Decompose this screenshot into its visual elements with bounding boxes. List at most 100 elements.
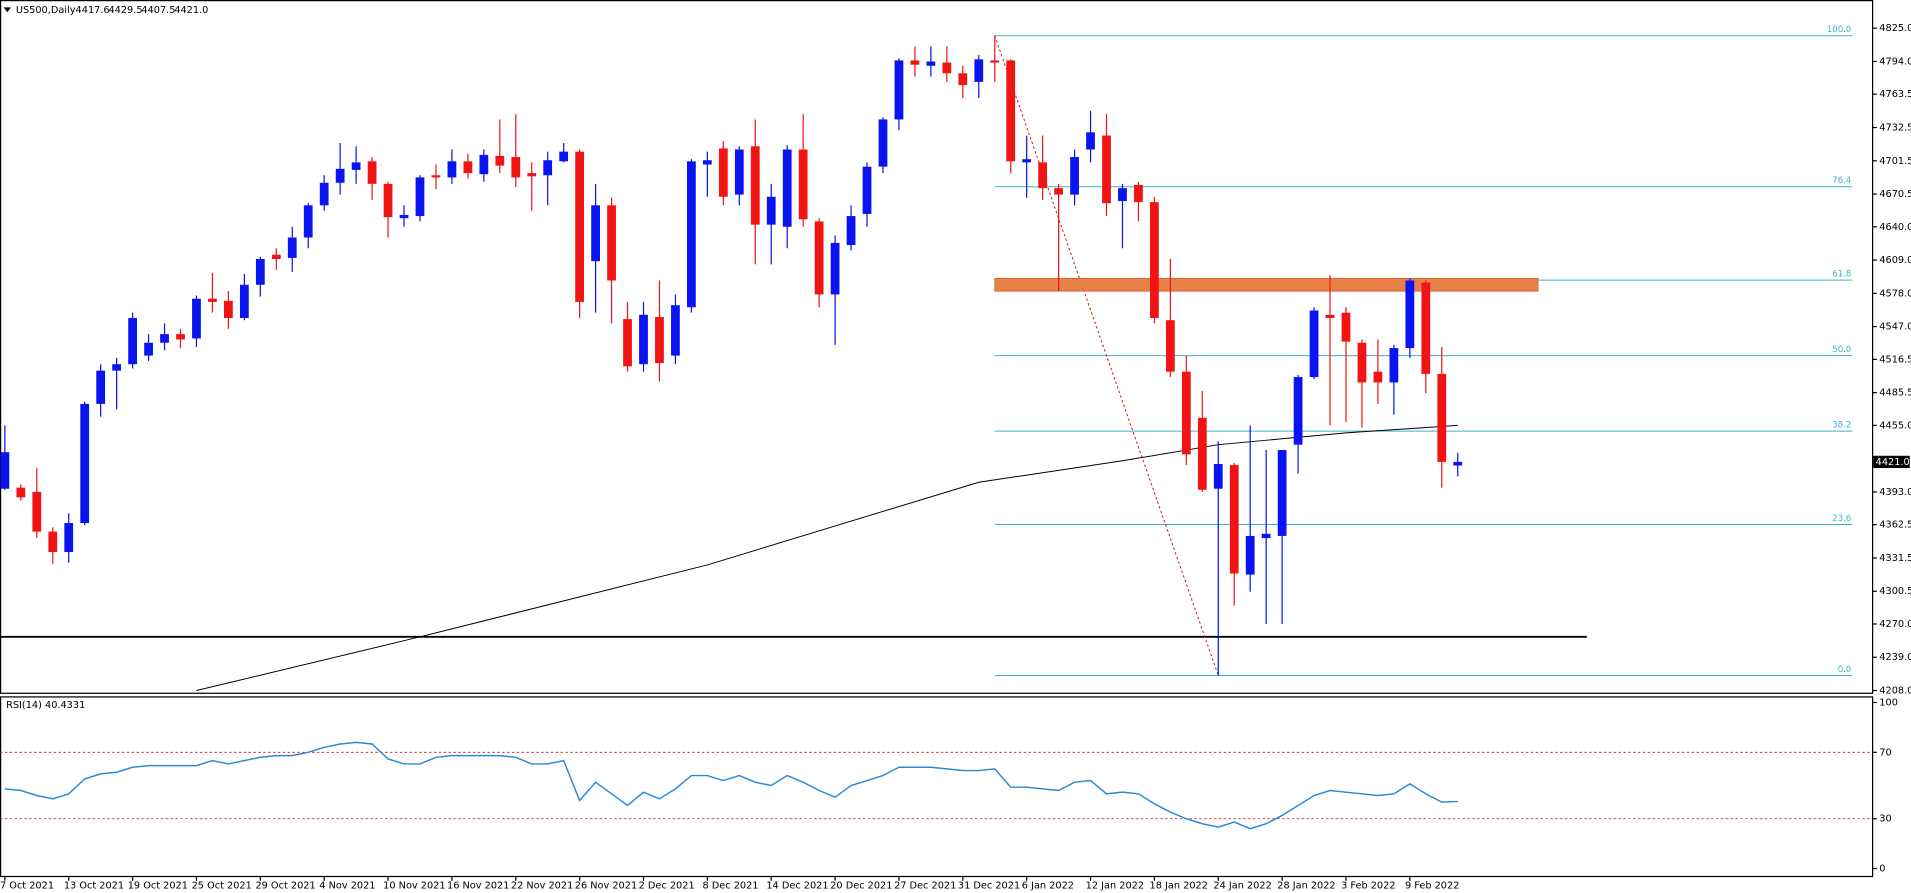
x-tick-label: 24 Jan 2022 [1213, 881, 1271, 892]
y-tick-label: 4208.0 [1879, 686, 1911, 697]
candle-body [335, 168, 345, 183]
x-tick-label: 9 Feb 2022 [1405, 881, 1459, 892]
candle-body [128, 318, 137, 365]
candle-body [48, 531, 58, 553]
x-tick-label: 20 Dec 2021 [830, 881, 892, 892]
candle-body [814, 221, 824, 295]
candle-body [527, 173, 537, 177]
candle-body [96, 370, 106, 404]
fib-label: 100.0 [1827, 25, 1851, 35]
x-tick-label: 16 Nov 2021 [447, 881, 509, 892]
candle-body [112, 364, 122, 371]
y-tick-label: 4701.5 [1879, 156, 1911, 167]
candle-body [846, 216, 856, 246]
y-tick-label: 4270.0 [1879, 619, 1911, 630]
y-tick-label: 4640.0 [1879, 222, 1911, 233]
candle-body [80, 403, 90, 524]
candle-body [1086, 132, 1095, 150]
candle-body [271, 254, 281, 259]
candle-body [591, 205, 600, 262]
moving-average [196, 424, 1458, 691]
candle-body [782, 149, 792, 227]
y-tick-label: 4485.5 [1879, 388, 1911, 399]
candle-body [64, 523, 74, 553]
candle-body [878, 119, 888, 167]
candle-body [830, 242, 840, 295]
x-tick-label: 10 Nov 2021 [383, 881, 445, 892]
resistance-zone [994, 277, 1539, 292]
candle-body [399, 214, 409, 219]
candle-body [1309, 310, 1319, 378]
candle-body [1421, 282, 1431, 374]
candle-body [1102, 135, 1111, 204]
candle-body [176, 334, 185, 340]
candle-body [655, 316, 664, 364]
candle-body [415, 177, 425, 217]
candle-body [623, 319, 632, 367]
y-tick-label: 4732.5 [1879, 122, 1911, 133]
candle-body [607, 205, 616, 281]
candle-body [479, 154, 489, 175]
last-price-label: 4421.0 [1876, 457, 1910, 468]
x-tick-label: 25 Oct 2021 [192, 881, 252, 892]
candle-body [1197, 417, 1207, 490]
candle-body [1373, 371, 1383, 383]
candle-body [447, 161, 457, 178]
candle-body [511, 157, 521, 178]
candle-body [1054, 188, 1063, 195]
x-tick-label: 31 Dec 2021 [958, 881, 1020, 892]
candle-body [16, 487, 26, 498]
y-tick-label: 4825.0 [1879, 23, 1911, 34]
rsi-line [4, 741, 1458, 830]
candle-body [1006, 60, 1016, 162]
candle-body [639, 314, 648, 365]
y-tick-label: 4547.0 [1879, 322, 1911, 333]
candle-body [287, 237, 297, 258]
candle-body [255, 258, 265, 285]
y-tick-label: 4578.0 [1879, 288, 1911, 299]
fib-trend [994, 35, 1219, 676]
candle-body [1022, 159, 1032, 163]
x-tick-label: 18 Jan 2022 [1150, 881, 1208, 892]
y-tick-label: 4609.0 [1879, 255, 1911, 266]
candle-body [910, 60, 920, 65]
y-tick-label: 4670.5 [1879, 189, 1911, 200]
fib-label: 23.6 [1832, 514, 1851, 524]
candle-body [734, 149, 744, 195]
x-tick-label: 7 Oct 2021 [0, 881, 54, 892]
candle-body [1293, 377, 1303, 445]
x-tick-label: 28 Jan 2022 [1277, 881, 1335, 892]
candle-body [543, 160, 553, 176]
fib-label: 61.8 [1832, 269, 1851, 279]
candle-body [702, 160, 712, 165]
candle-body [942, 62, 952, 74]
candle-body [958, 73, 968, 86]
y-tick-label: 4763.5 [1879, 89, 1911, 100]
candle-body [1437, 373, 1447, 462]
candle-body [367, 161, 377, 184]
candle-body [319, 182, 329, 206]
x-tick-label: 12 Jan 2022 [1086, 881, 1144, 892]
candle-body [1038, 162, 1048, 189]
y-tick-label: 4362.5 [1879, 520, 1911, 531]
y-tick-label: 4516.5 [1879, 354, 1911, 365]
candle-body [926, 61, 936, 66]
rsi-panel [0, 696, 1874, 878]
candle-body [1405, 280, 1415, 349]
x-tick-label: 26 Nov 2021 [575, 881, 637, 892]
x-tick-label: 13 Oct 2021 [64, 881, 124, 892]
candle-body [224, 300, 233, 319]
x-tick-label: 2 Dec 2021 [639, 881, 695, 892]
candle-body [766, 196, 776, 225]
candle-body [383, 183, 393, 218]
fib-label: 76.4 [1832, 176, 1851, 186]
header-low: 4407.5 [141, 5, 175, 16]
candle-body [239, 284, 249, 319]
y-tick-label: 4455.0 [1879, 420, 1911, 431]
candle-body [718, 148, 728, 197]
candle-body [160, 334, 169, 343]
candle-body [1118, 188, 1127, 202]
candle-body [798, 149, 808, 220]
